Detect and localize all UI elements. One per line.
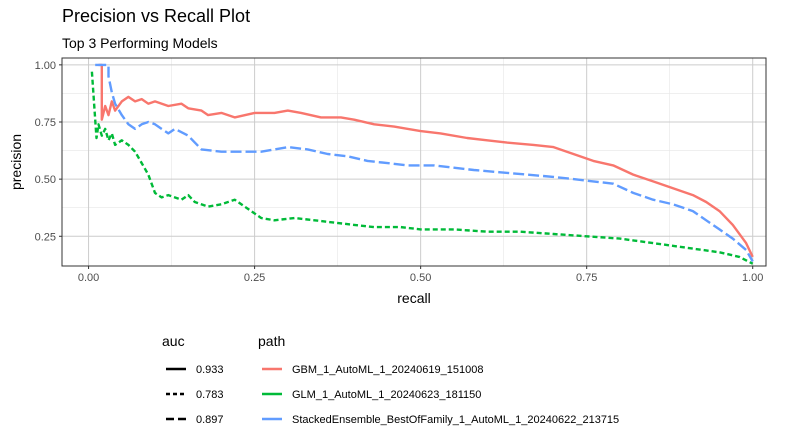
- x-tick-label: 0.00: [78, 272, 99, 284]
- legend-path-label: GBM_1_AutoML_1_20240619_151008: [292, 364, 483, 376]
- y-tick-label: 0.25: [35, 231, 56, 243]
- x-tick-label: 0.50: [410, 272, 431, 284]
- x-tick-label: 0.25: [244, 272, 265, 284]
- y-tick-label: 0.75: [35, 117, 56, 129]
- y-axis-title: precision: [8, 134, 24, 190]
- axis-ticks: 0.00 0.25 0.50 0.75 1.00 0.25 0.50 0.75 1.00: [35, 60, 764, 284]
- x-tick-label: 0.75: [576, 272, 597, 284]
- y-tick-label: 1.00: [35, 60, 56, 72]
- legend-path-title: path: [258, 333, 285, 349]
- series-line-1: [98, 63, 754, 258]
- y-tick-label: 0.50: [35, 174, 56, 186]
- chart-title: Precision vs Recall Plot: [62, 6, 251, 26]
- plot-panel-border: [61, 57, 767, 267]
- legend-auc-label: 0.933: [196, 364, 224, 376]
- legend-auc-title: auc: [162, 333, 185, 349]
- legend-path-label: StackedEnsemble_BestOfFamily_1_AutoML_1_…: [292, 414, 619, 426]
- x-tick-label: 1.00: [742, 272, 763, 284]
- grid: [62, 58, 766, 266]
- legend-path-label: GLM_1_AutoML_1_20240623_181150: [292, 389, 481, 401]
- x-axis-title: recall: [397, 290, 430, 306]
- legend: auc path 0.933 0.783 0.897 GBM_1_AutoML_1_2…: [162, 333, 619, 426]
- series-line-3: [95, 63, 754, 263]
- series-lines: [90, 63, 754, 265]
- legend-auc-label: 0.897: [196, 414, 224, 426]
- legend-auc-label: 0.783: [196, 389, 224, 401]
- series-line-2: [90, 71, 754, 265]
- chart-subtitle: Top 3 Performing Models: [62, 35, 218, 51]
